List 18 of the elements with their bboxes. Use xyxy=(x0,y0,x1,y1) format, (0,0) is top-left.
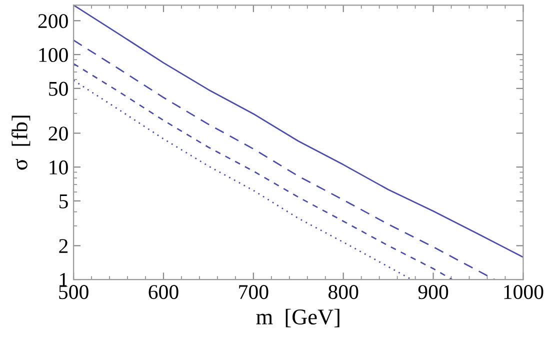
x-tick-label: 500 xyxy=(59,285,88,300)
x-tick-label: 600 xyxy=(148,285,178,300)
y-tick-label: 200 xyxy=(38,14,68,28)
y-tick-label: 2 xyxy=(59,239,68,253)
y-tick-label: 20 xyxy=(48,126,68,141)
line-series xyxy=(74,62,453,280)
line-series xyxy=(74,40,496,280)
y-axis-title: σ [fb] xyxy=(12,116,30,170)
x-axis-title: m [GeV] xyxy=(256,308,340,328)
x-tick-label: 800 xyxy=(328,285,358,300)
y-tick-label: 10 xyxy=(50,160,68,174)
y-tick-label: 100 xyxy=(39,48,68,62)
x-tick-label: 1000 xyxy=(504,285,544,300)
y-tick-label: 50 xyxy=(49,82,68,96)
x-tick-label: 700 xyxy=(239,285,268,300)
x-tick-label: 900 xyxy=(418,285,448,300)
line-series xyxy=(74,80,412,280)
y-tick-label: 5 xyxy=(60,194,68,208)
